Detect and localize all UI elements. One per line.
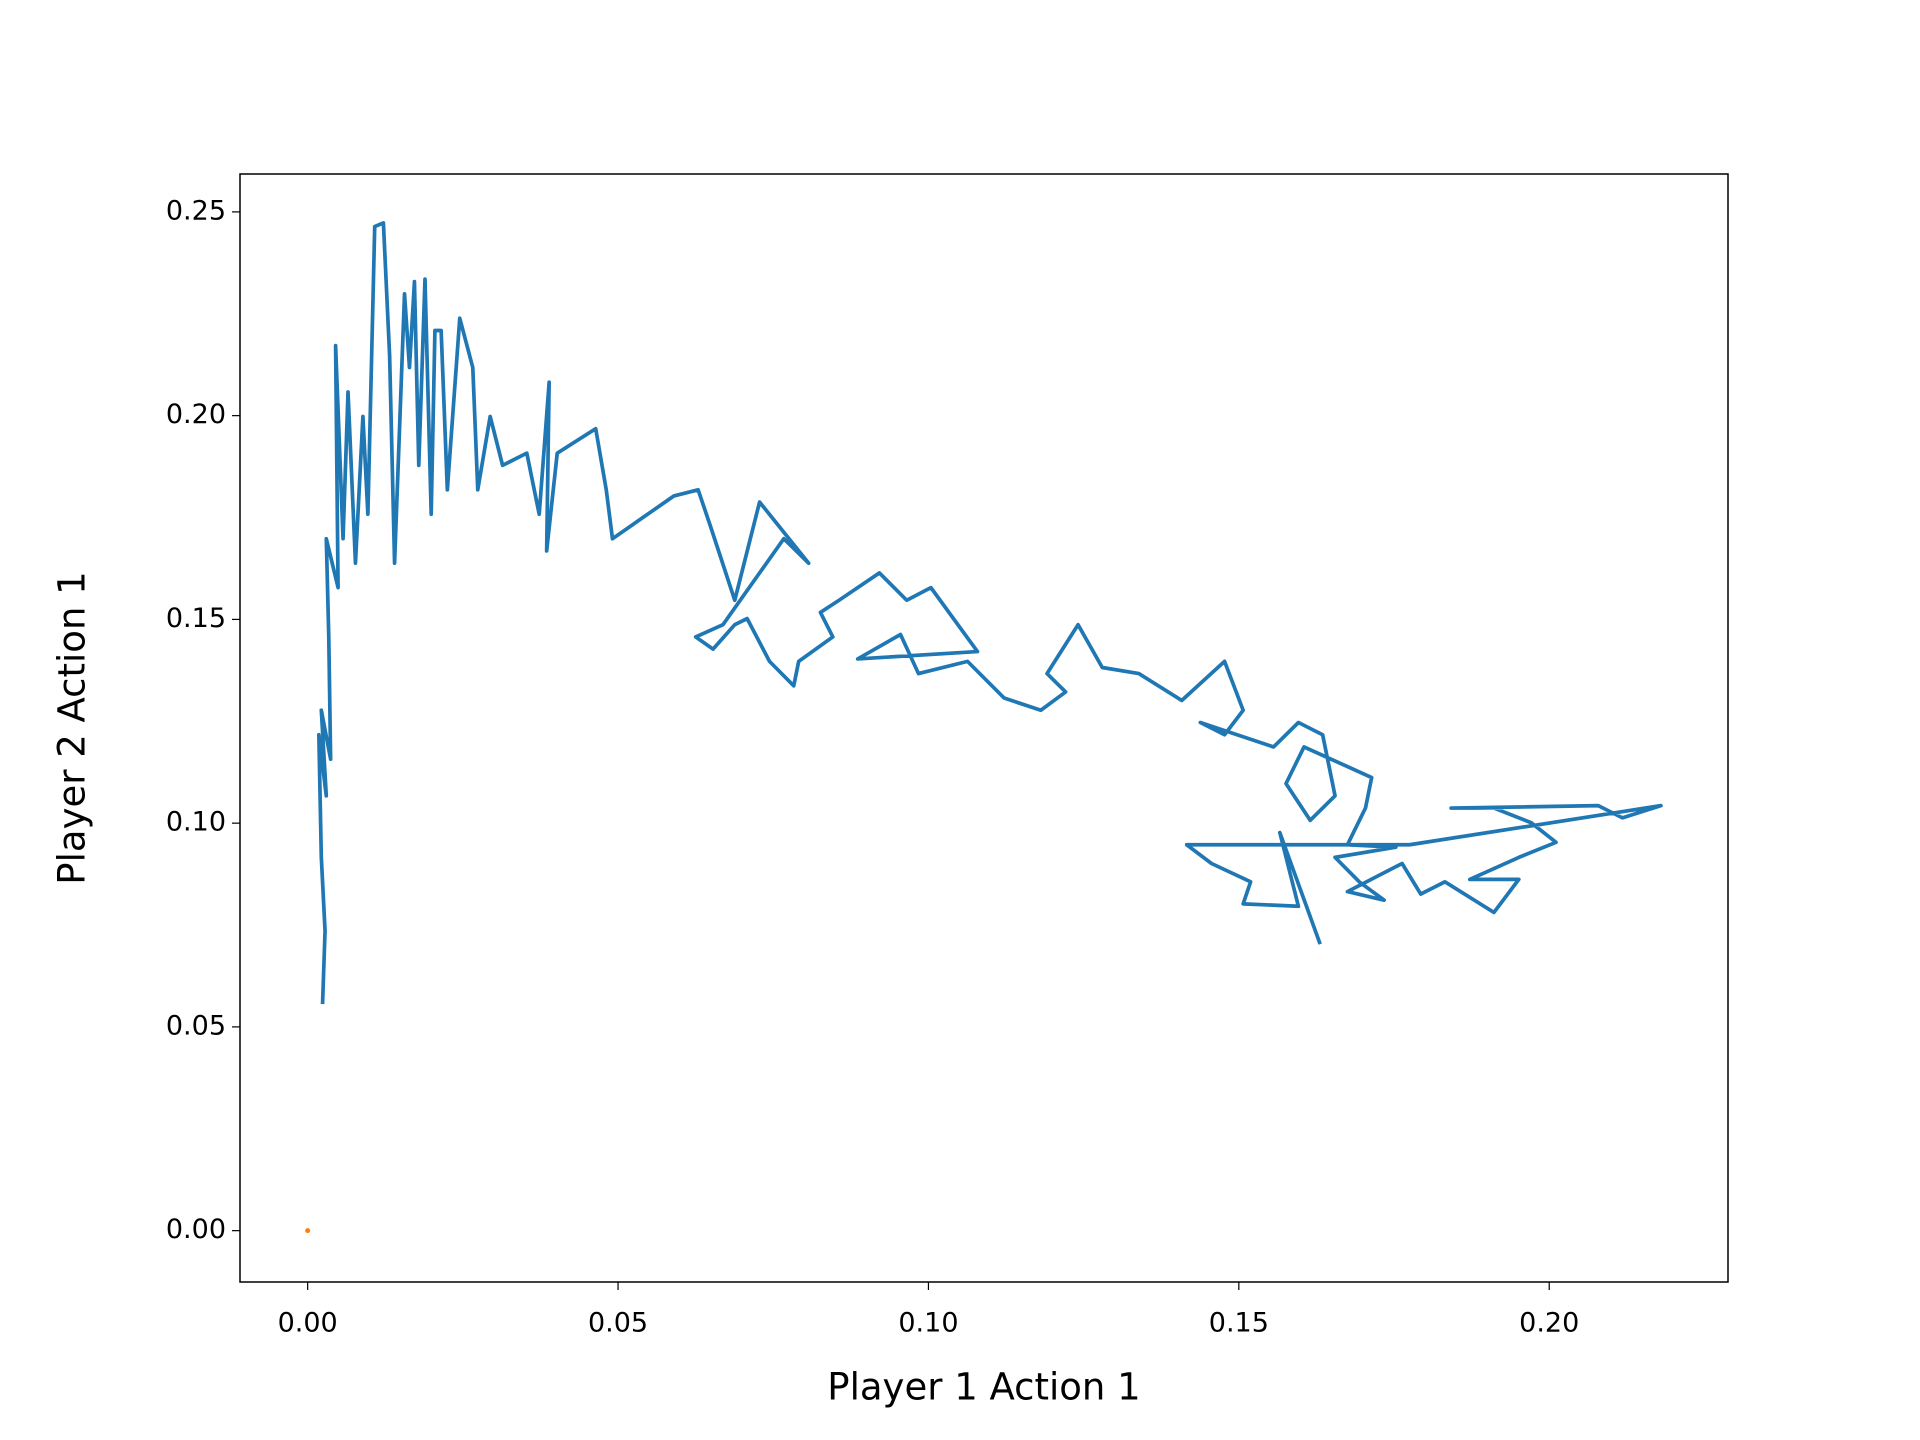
- plot-frame: [239, 173, 1729, 1283]
- line: [316, 221, 1663, 1005]
- y-tick-label: 0.25: [166, 195, 226, 226]
- x-tick-label: 0.05: [588, 1308, 648, 1339]
- x-tick-label: 0.15: [1209, 1308, 1269, 1339]
- y-tick-label: 0.05: [166, 1010, 226, 1041]
- x-axis-label: Player 1 Action 1: [827, 1366, 1140, 1409]
- y-tick-label: 0.00: [166, 1214, 226, 1245]
- x-tick-label: 0.20: [1519, 1308, 1579, 1339]
- y-tick-label: 0.20: [166, 399, 226, 430]
- y-tick-label: 0.10: [166, 807, 226, 838]
- x-tick-label: 0.00: [278, 1308, 338, 1339]
- x-tick-label: 0.10: [898, 1308, 958, 1339]
- point: [305, 1228, 311, 1234]
- y-axis-label: Player 2 Action 1: [51, 571, 94, 884]
- y-tick-label: 0.15: [166, 603, 226, 634]
